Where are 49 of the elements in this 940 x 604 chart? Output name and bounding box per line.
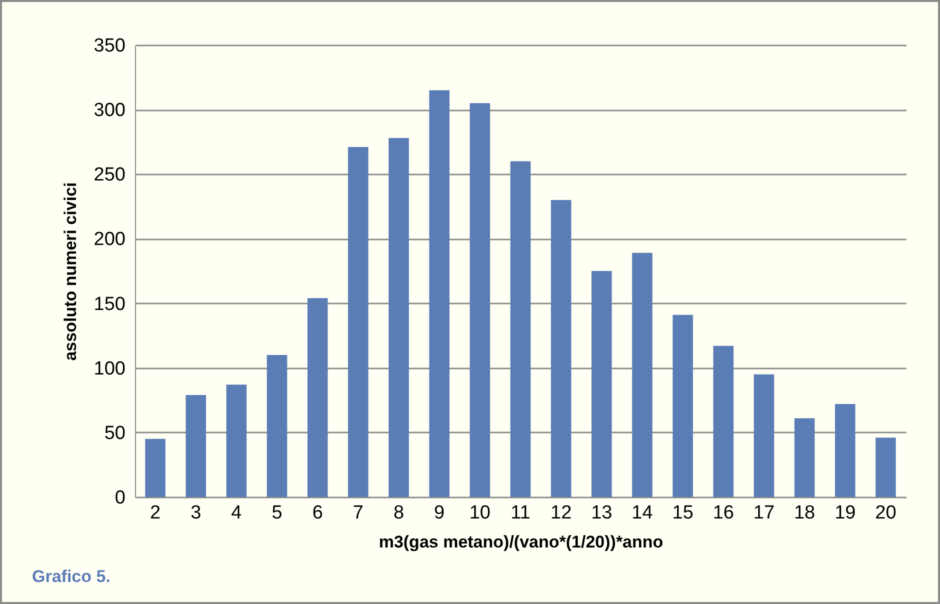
x-tick-label: 13 [591,502,612,524]
bar [834,404,856,497]
text: Grafico 5. [32,567,110,587]
bar [632,252,652,497]
x-tick-label: 8 [393,502,404,524]
y-tick-label: 350 [94,36,126,56]
x-tick-label: 6 [312,502,323,524]
bar [388,138,409,497]
y-tick-label: 200 [94,229,126,250]
x-tick-label: 12 [550,502,572,524]
x-tick-label: 14 [632,502,654,524]
x-tick-label: 3 [190,502,202,524]
bar [226,384,247,497]
bar [186,394,206,497]
x-tick-label: 10 [469,502,490,524]
x-tick-label: 16 [712,502,734,524]
bar [876,438,896,497]
bar [348,147,368,497]
x-tick-label: 9 [434,502,445,524]
bar [470,103,490,497]
bar [145,438,166,497]
y-tick-label: 250 [94,164,126,186]
x-tick-label: 11 [510,502,530,524]
y-tick-label: 300 [94,100,126,122]
bar [429,90,450,497]
x-tick-label: 5 [272,502,282,524]
bar [510,161,531,497]
y-axis-title: assoluto numeri civici [60,182,80,361]
bar [550,200,572,497]
x-tick-label: 2 [150,502,161,524]
y-tick-label: 50 [104,422,126,444]
bar [592,271,612,497]
x-tick-label: 18 [794,502,816,524]
x-tick-label: 4 [231,502,242,524]
bar [307,298,328,497]
x-tick-label: 7 [352,502,364,524]
bar [754,374,774,497]
x-tick-label: 19 [834,502,856,524]
x-axis-title: m3(gas metano)/(vano*(1/20))*anno [378,532,664,552]
bar [672,314,693,497]
bar [794,418,815,497]
y-tick-label: 150 [94,294,126,315]
x-tick-label: 15 [672,502,694,524]
bar [713,346,734,497]
x-tick-label: 17 [753,502,775,524]
bar [266,354,288,497]
x-tick-label: 20 [875,502,896,524]
y-tick-label: 0 [114,488,126,508]
y-tick-label: 100 [94,358,126,380]
